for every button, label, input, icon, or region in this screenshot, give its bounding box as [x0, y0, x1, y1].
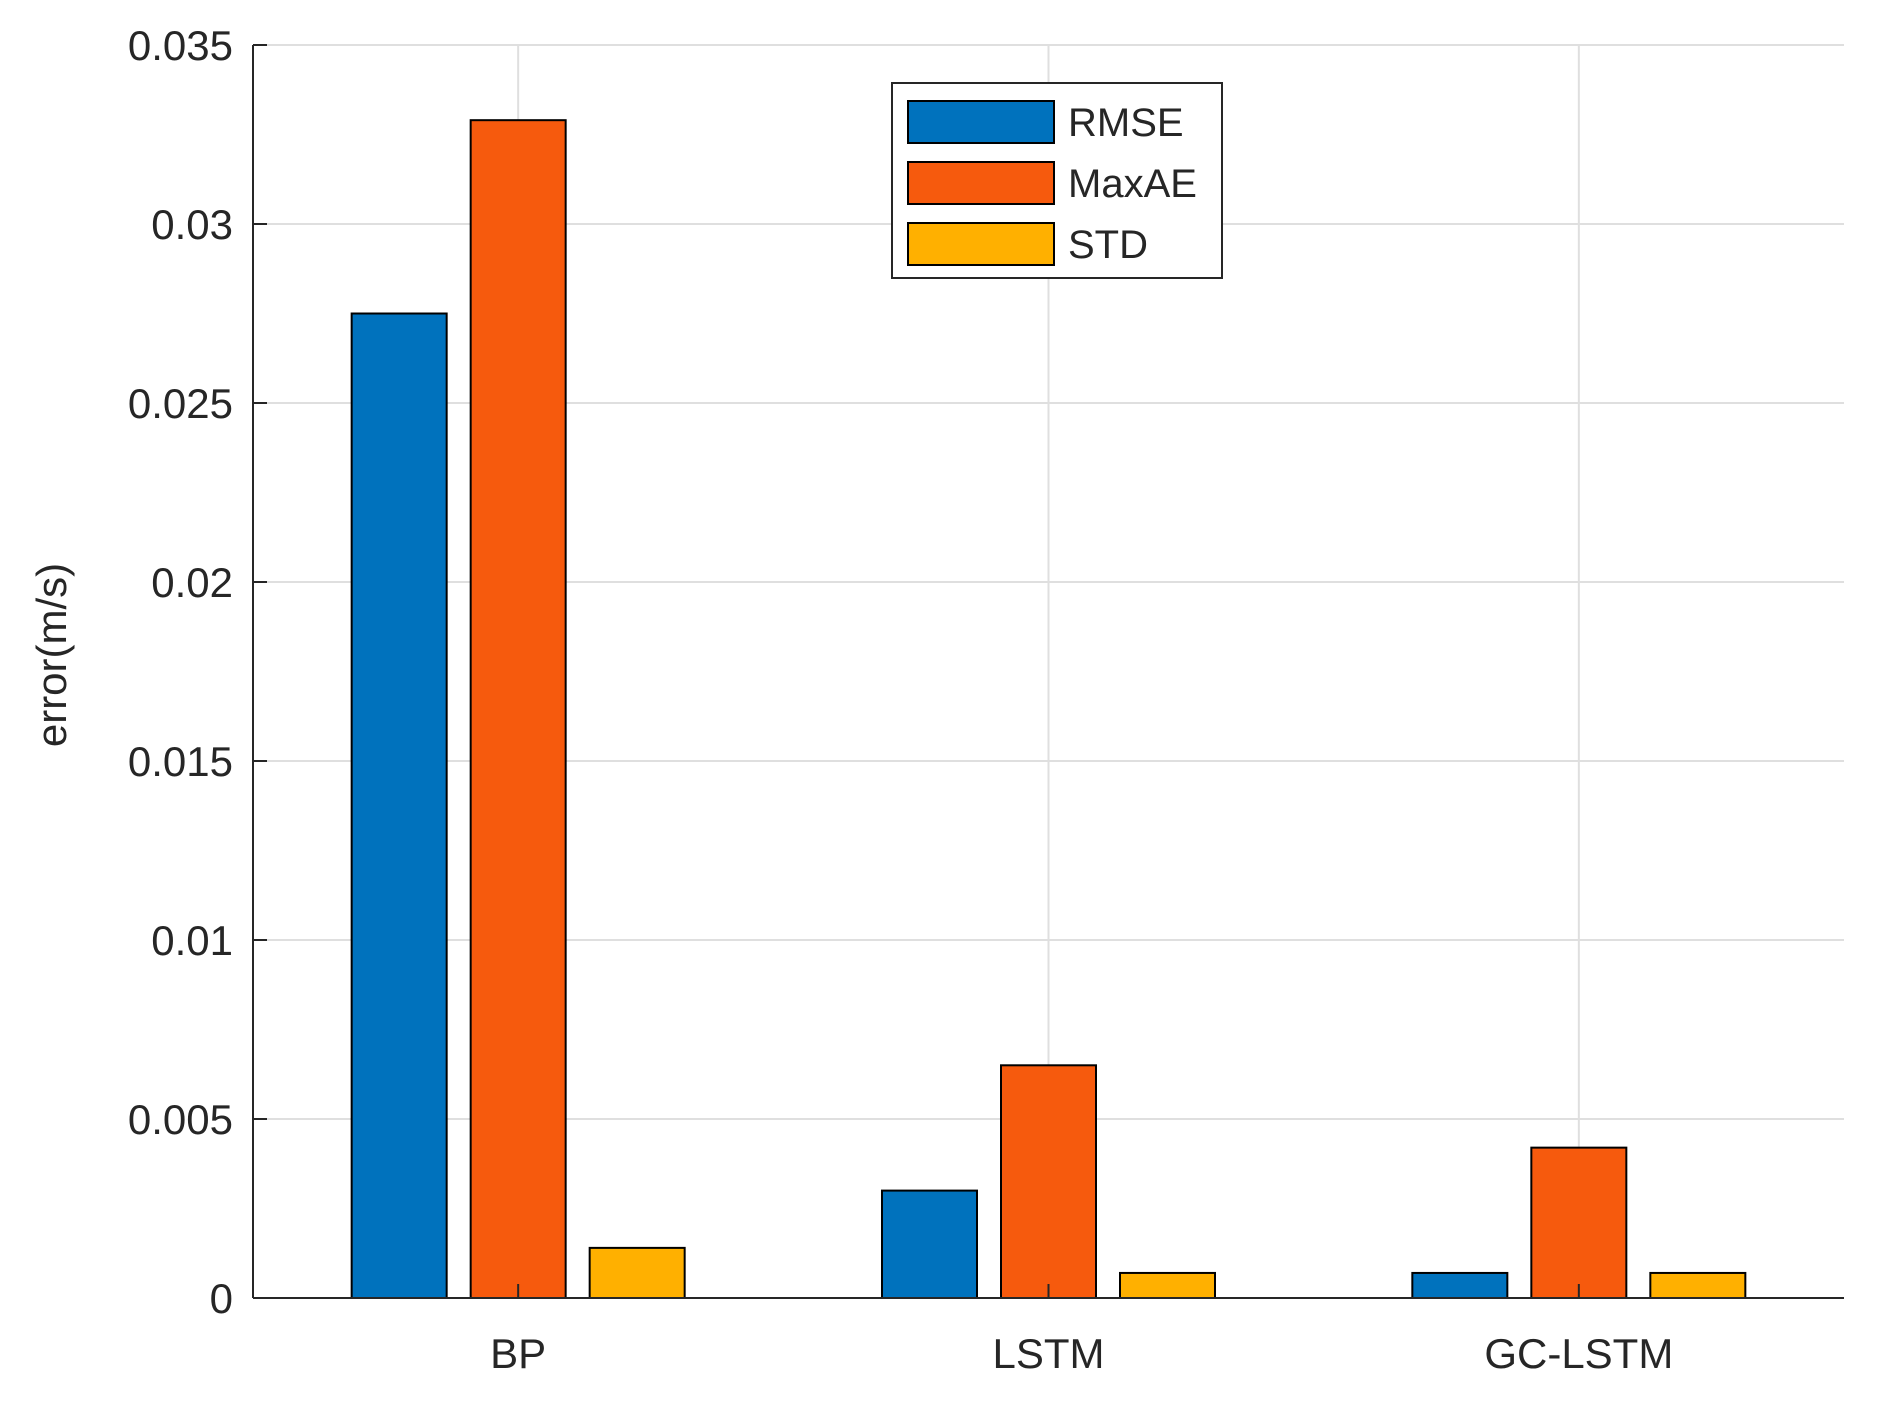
bar-rmse-lstm [881, 1189, 978, 1299]
y-tick-label: 0.005 [128, 1096, 233, 1143]
y-tick-label: 0.03 [151, 201, 233, 248]
y-tick-label: 0.01 [151, 917, 233, 964]
bars [350, 119, 1747, 1300]
y-tick-label: 0.035 [128, 22, 233, 69]
y-tick-label: 0.025 [128, 380, 233, 427]
x-tick-label: BP [490, 1330, 546, 1377]
x-tick-label: LSTM [992, 1330, 1104, 1377]
legend-label-std: STD [1068, 223, 1148, 267]
bar-rmse-gc-lstm [1411, 1271, 1509, 1299]
legend: RMSE MaxAE STD [891, 82, 1223, 279]
legend-label-maxae: MaxAE [1068, 162, 1197, 206]
axes [252, 44, 1844, 1299]
bar-maxae-bp [469, 119, 567, 1299]
legend-swatch-maxae [907, 161, 1055, 205]
bar-rmse-bp [350, 312, 448, 1299]
legend-label-rmse: RMSE [1068, 101, 1184, 145]
bar-std-gc-lstm [1649, 1271, 1747, 1299]
legend-swatch-rmse [907, 100, 1055, 144]
tick-labels: 0 0.005 0.01 0.015 0.02 0.025 0.03 0.035 BP LSTM G… [128, 22, 1673, 1377]
x-tick-label: GC-LSTM [1484, 1330, 1673, 1377]
y-tick-label: 0.015 [128, 738, 233, 785]
y-tick-label: 0.02 [151, 559, 233, 606]
bar-maxae-gc-lstm [1530, 1146, 1628, 1300]
bar-maxae-lstm [1000, 1064, 1097, 1300]
y-axis-title: error(m/s) [28, 563, 75, 747]
bar-std-bp [588, 1246, 686, 1300]
legend-swatch-std [907, 222, 1055, 266]
y-tick-label: 0 [210, 1275, 233, 1322]
bar-std-lstm [1119, 1271, 1216, 1299]
